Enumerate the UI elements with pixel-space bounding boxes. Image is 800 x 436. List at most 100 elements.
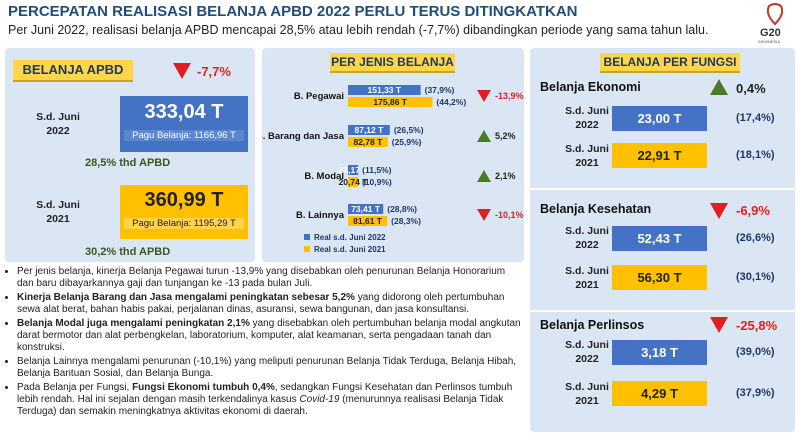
period: S.d. Juni 2022 [565, 105, 609, 131]
bar [348, 137, 388, 147]
legend-label: Real s.d. Juni 2021 [314, 245, 386, 254]
logo-subtext: INDONESIA [758, 39, 781, 44]
section-name: Belanja Ekonomi [540, 80, 641, 94]
bar [348, 204, 384, 214]
section: Belanja Ekonomi 0,4% S.d. Juni 2022 23,0… [530, 76, 795, 198]
note: Belanja Lainnya mengalami penurunan (-10… [17, 356, 521, 380]
share: (30,1%) [736, 271, 775, 283]
note-text: (menurunnya realisasi Belanja Tidak Terd… [17, 394, 504, 417]
change: -6,9% [736, 203, 770, 218]
share: 28,5% thd APBD [85, 157, 171, 169]
bar-label: 73,41 T [351, 204, 381, 214]
bar-label: 82,78 T [353, 137, 383, 147]
logo [766, 3, 784, 26]
value-box: 4,29 T [612, 381, 707, 406]
share-label: (25,9%) [392, 137, 422, 147]
note-text: Per jenis belanja, kinerja Belanja Pegaw… [17, 266, 506, 289]
bar-chart: B. Pegawai 151,33 T (37,9%) 175,86 T (44,2%)… [262, 85, 524, 254]
trend-up [477, 170, 491, 182]
value-box: 52,43 T [612, 226, 707, 251]
share: 30,2% thd APBD [85, 246, 171, 258]
logo-text: G20 [760, 27, 781, 39]
note: Per jenis belanja, kinerja Belanja Pegaw… [17, 266, 521, 290]
category-label: B. Lainnya [296, 210, 345, 221]
period: S.d. Juni 2022 [36, 111, 80, 137]
notes-list: Per jenis belanja, kinerja Belanja Pegaw… [5, 266, 521, 418]
bar [348, 216, 388, 226]
section-name: Belanja Kesehatan [540, 202, 652, 216]
note-text: Belanja Lainnya mengalami penurunan (-10… [17, 356, 517, 379]
trend-down [710, 203, 728, 219]
panel-header: PER JENIS BELANJA [330, 53, 455, 73]
bar-label: 151,33 T [368, 85, 402, 95]
share-label: (11,5%) [362, 165, 391, 175]
legend-swatch [304, 234, 310, 240]
fungsi-panel: BELANJA PER FUNGSI Belanja Ekonomi 0,4% … [530, 48, 795, 432]
share: (39,0%) [736, 346, 775, 358]
separator [530, 310, 795, 312]
category-label: B. Pegawai [294, 91, 344, 102]
share-label: (10,9%) [362, 177, 392, 187]
value: 333,04 T [144, 101, 224, 123]
note-text: Belanja Modal juga mengalami peningkatan… [17, 318, 250, 329]
share-label: (44,2%) [436, 97, 466, 107]
note-text: Fungsi Ekonomi tumbuh 0,4% [132, 382, 275, 393]
change: -13,9% [495, 91, 524, 101]
value-box: 333,04 T Pagu Belanja: 1166,96 T [120, 96, 248, 152]
note-text: , sedangkan Fungsi Kesehatan dan Perlins… [17, 382, 513, 405]
section-name: Belanja Perlinsos [540, 318, 645, 332]
change: 2,1% [495, 171, 516, 181]
separator [530, 188, 795, 190]
share: (26,6%) [736, 232, 775, 244]
pagu: Pagu Belanja: 1195,29 T [124, 218, 244, 229]
share-label: (28,3%) [391, 216, 421, 226]
change: 5,2% [495, 131, 516, 141]
value: 360,99 T [144, 189, 224, 211]
panel-header: BELANJA APBD [13, 60, 133, 82]
section: Belanja Perlinsos -25,8% S.d. Juni 2022 … [530, 317, 795, 432]
change: -10,1% [495, 210, 524, 220]
category-label: B. Modal [304, 171, 344, 182]
note: Pada Belanja per Fungsi, Fungsi Ekonomi … [17, 382, 521, 418]
panel-header: BELANJA PER FUNGSI [600, 53, 740, 73]
period: S.d. Juni 2022 [565, 339, 609, 365]
bar-label: 20,74 T [339, 177, 369, 187]
bar-label: 175,86 T [373, 97, 407, 107]
jenis-panel: PER JENIS BELANJA B. Pegawai 151,33 T (37,… [262, 48, 524, 262]
change: 0,4% [736, 81, 766, 96]
notes: Per jenis belanja, kinerja Belanja Pegaw… [5, 266, 521, 432]
share-label: (26,5%) [394, 125, 424, 135]
share: (17,4%) [736, 112, 775, 124]
share: (18,1%) [736, 149, 775, 161]
legend-label: Real s.d. Juni 2022 [314, 233, 386, 242]
trend-down [477, 90, 491, 102]
bar-label: 21,17 T [339, 165, 369, 175]
bar [348, 177, 358, 187]
value-box: 360,99 T Pagu Belanja: 1195,29 T [120, 185, 248, 239]
trend-down [477, 209, 491, 221]
value-box: 22,91 T [612, 143, 707, 168]
note: Kinerja Belanja Barang dan Jasa mengalam… [17, 292, 521, 316]
bar-label: 81,61 T [353, 216, 383, 226]
section: Belanja Kesehatan -6,9% S.d. Juni 2022 5… [530, 198, 795, 320]
title: PERCEPATAN REALISASI BELANJA APBD 2022 P… [8, 3, 578, 20]
value-box: 23,00 T [612, 106, 707, 131]
trend-up [477, 130, 491, 142]
note-text: yang didorong oleh pertumbuhan sewa alat… [17, 292, 505, 315]
pagu: Pagu Belanja: 1166,96 T [124, 130, 244, 141]
value-box: 56,30 T [612, 265, 707, 290]
share-label: (28,8%) [387, 204, 417, 214]
trend-down [173, 63, 191, 79]
period: S.d. Juni 2021 [36, 199, 80, 225]
bar [348, 85, 421, 95]
note: Belanja Modal juga mengalami peningkatan… [17, 318, 521, 354]
period: S.d. Juni 2021 [565, 265, 609, 291]
period: S.d. Juni 2022 [565, 225, 609, 251]
subtitle: Per Juni 2022, realisasi belanja APBD me… [8, 23, 709, 37]
note-text: Pada Belanja per Fungsi, [17, 382, 133, 393]
bar-label: 87,12 T [354, 125, 384, 135]
bar [348, 165, 359, 175]
share-label: (37,9%) [425, 85, 455, 95]
period: S.d. Juni 2021 [565, 381, 609, 407]
